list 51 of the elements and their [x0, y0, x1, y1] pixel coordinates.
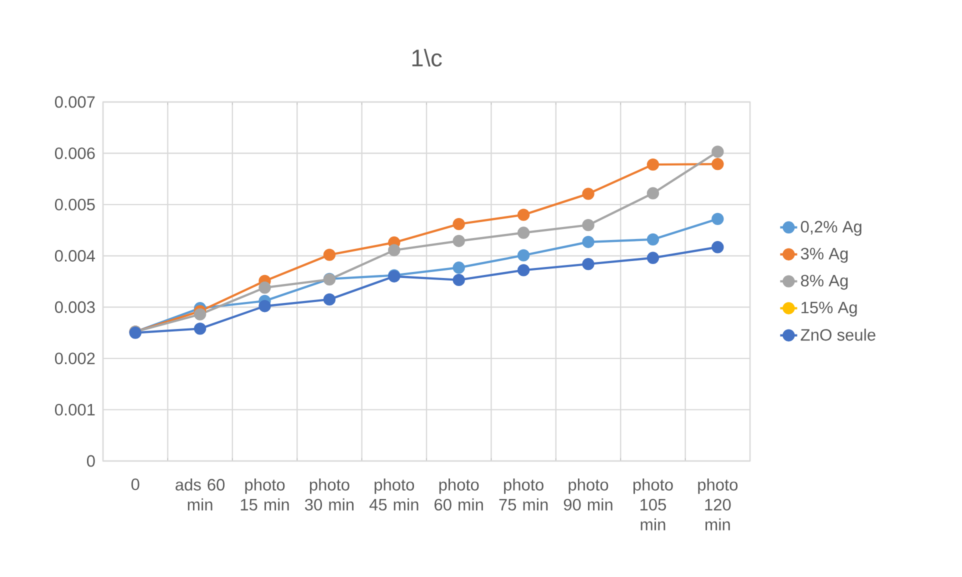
point: [582, 258, 594, 270]
x-tick-label: 0: [131, 478, 140, 490]
x-tick-label: photo 120 min: [698, 478, 738, 530]
y-tick-label: 0.001: [54, 404, 95, 416]
point: [646, 252, 660, 264]
legend-label: ZnO seule: [800, 328, 876, 341]
y-tick-label: 0.005: [54, 198, 95, 210]
y-tick-label: 0.007: [54, 96, 95, 108]
legend-label: 15% Ag: [802, 302, 857, 317]
x-tick-label: photo 45 min: [369, 478, 418, 510]
legend-label: 3% Ag: [800, 248, 848, 263]
legend-label: 8% Ag: [801, 274, 848, 290]
point: [452, 262, 465, 274]
y-tick-label: 0.004: [54, 250, 95, 262]
point: [194, 322, 206, 335]
y-tick-label: 0: [86, 455, 95, 467]
chart-title: 1\c: [412, 48, 442, 66]
x-tick-label: photo 105 min: [633, 478, 673, 530]
point: [712, 158, 724, 170]
point: [582, 188, 594, 200]
legend-label: 0,2% Ag: [800, 220, 862, 236]
x-tick-label: ads 60 min: [176, 478, 225, 510]
point: [517, 264, 530, 276]
point: [452, 274, 465, 286]
point: [194, 308, 206, 320]
x-tick-label: photo 30 min: [304, 478, 354, 510]
x-tick-label: photo 75 min: [499, 478, 548, 510]
point: [517, 208, 530, 221]
point: [712, 241, 724, 254]
x-tick-label: photo 90 min: [564, 478, 612, 510]
point: [452, 218, 465, 230]
point: [323, 293, 336, 306]
y-tick-label: 0.006: [54, 147, 95, 160]
point: [388, 244, 400, 256]
y-tick-label: 0.003: [54, 301, 95, 313]
point: [646, 233, 660, 246]
y-tick-label: 0.002: [54, 352, 95, 364]
point: [582, 218, 594, 232]
point: [712, 212, 724, 226]
point: [452, 234, 465, 248]
point: [517, 249, 530, 262]
x-tick-label: photo 60 min: [434, 478, 483, 510]
point: [323, 248, 336, 261]
point: [712, 146, 724, 158]
point: [582, 236, 594, 248]
point: [258, 282, 271, 294]
point: [646, 187, 660, 200]
x-tick-label: photo 15 min: [240, 478, 289, 510]
point: [646, 158, 660, 171]
point: [517, 226, 530, 239]
point: [258, 300, 271, 312]
